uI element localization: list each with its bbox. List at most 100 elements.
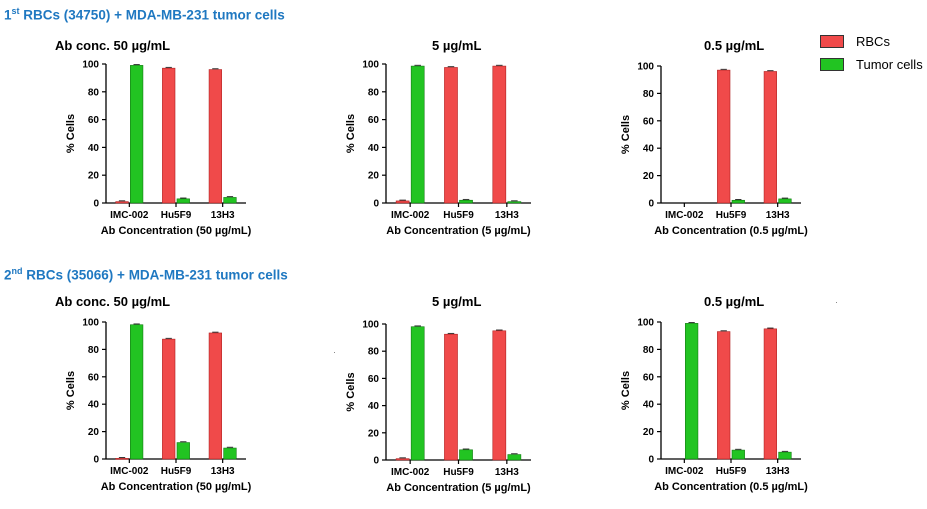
- legend-swatch-rbcs: [820, 35, 844, 48]
- bar-rbcs: [395, 200, 410, 204]
- y-tick-label: 20: [643, 427, 655, 438]
- stray-mark: [334, 352, 335, 353]
- x-axis-title: Ab Concentration (50 µg/mL): [101, 481, 252, 493]
- panel-title-6: 0.5 µg/mL: [704, 294, 765, 309]
- x-axis-title: Ab Concentration (5 µg/mL): [386, 225, 531, 237]
- y-tick-label: 100: [362, 60, 379, 71]
- x-tick-label: 13H3: [766, 466, 790, 477]
- chart-panel-3: % Cells 0 20 40 60 80 100 IMC-002 Hu5F9 13H3 Ab Co…: [620, 62, 808, 238]
- bar-tumor-cells: [130, 65, 144, 204]
- x-tick-label: Hu5F9: [161, 210, 192, 221]
- bar-rbcs: [492, 65, 507, 204]
- panel-title-4: Ab conc. 50 µg/mL: [55, 294, 171, 309]
- stray-mark: [836, 302, 837, 303]
- x-tick-label: IMC-002: [110, 466, 149, 477]
- y-tick-label: 80: [643, 89, 655, 100]
- panel-title-5: 5 µg/mL: [432, 294, 482, 309]
- bar-tumor-cells: [778, 198, 792, 204]
- bar-tumor-cells: [410, 65, 425, 204]
- y-tick-label: 0: [648, 455, 654, 466]
- bar-tumor-cells: [685, 323, 699, 460]
- bar-rbcs: [444, 333, 458, 461]
- y-tick-label: 0: [648, 199, 654, 210]
- y-tick-label: 100: [637, 62, 654, 73]
- y-axis-title: % Cells: [345, 114, 357, 153]
- y-tick-label: 40: [368, 401, 380, 412]
- x-tick-label: Hu5F9: [161, 466, 192, 477]
- x-tick-label: Hu5F9: [716, 210, 747, 221]
- x-tick-label: IMC-002: [665, 466, 704, 477]
- y-tick-label: 0: [373, 199, 379, 210]
- bar-rbcs: [115, 201, 129, 204]
- y-tick-label: 80: [88, 87, 100, 98]
- legend-label-rbcs: RBCs: [856, 34, 890, 49]
- bar-rbcs: [763, 328, 777, 460]
- x-axis-title: Ab Concentration (0.5 µg/mL): [654, 481, 808, 493]
- y-axis-title: % Cells: [620, 371, 632, 410]
- y-tick-label: 100: [362, 320, 379, 331]
- y-tick-label: 20: [368, 428, 380, 439]
- section-title-2: 2nd RBCs (35066) + MDA-MB-231 tumor cell…: [4, 266, 288, 283]
- bar-rbcs: [208, 332, 222, 460]
- y-axis-title: % Cells: [65, 371, 77, 410]
- bar-tumor-cells: [176, 198, 190, 204]
- x-axis-title: Ab Concentration (0.5 µg/mL): [654, 225, 808, 237]
- y-tick-label: 100: [82, 60, 99, 71]
- bar-tumor-cells: [507, 201, 522, 204]
- y-tick-label: 100: [82, 318, 99, 329]
- y-tick-label: 60: [88, 372, 100, 383]
- y-tick-label: 60: [643, 116, 655, 127]
- x-tick-label: 13H3: [766, 210, 790, 221]
- bar-tumor-cells: [223, 447, 237, 460]
- chart-panel-5: % Cells 0 20 40 60 80 100 IMC-002 Hu5F9 13H3 Ab Co…: [345, 320, 531, 495]
- y-tick-label: 100: [637, 318, 654, 329]
- legend-label-tumor-cells: Tumor cells: [856, 57, 923, 72]
- x-axis-title: Ab Concentration (50 µg/mL): [101, 225, 252, 237]
- panel-title-3: 0.5 µg/mL: [704, 38, 765, 53]
- y-tick-label: 60: [88, 115, 100, 126]
- bar-tumor-cells: [459, 449, 473, 461]
- panel-title-2: 5 µg/mL: [432, 38, 482, 53]
- legend-swatch-tumor-cells: [820, 58, 844, 71]
- x-tick-label: Hu5F9: [443, 210, 474, 221]
- bar-tumor-cells: [176, 442, 190, 460]
- bar-rbcs: [162, 67, 176, 204]
- y-tick-label: 0: [93, 199, 99, 210]
- y-tick-label: 60: [368, 374, 380, 385]
- x-tick-label: 13H3: [211, 466, 235, 477]
- bar-tumor-cells: [778, 451, 792, 460]
- y-tick-label: 20: [643, 171, 655, 182]
- y-tick-label: 60: [368, 115, 380, 126]
- bar-rbcs: [444, 67, 458, 204]
- bar-tumor-cells: [410, 326, 425, 461]
- x-tick-label: IMC-002: [110, 210, 149, 221]
- chart-panel-4: % Cells 0 20 40 60 80 100 IMC-002 Hu5F9 13H3 Ab Co…: [65, 318, 252, 494]
- bar-rbcs: [162, 338, 176, 460]
- y-tick-label: 80: [88, 345, 100, 356]
- bar-tumor-cells: [459, 199, 473, 204]
- y-tick-label: 20: [368, 171, 380, 182]
- y-tick-label: 40: [643, 400, 655, 411]
- x-tick-label: Hu5F9: [716, 466, 747, 477]
- y-tick-label: 0: [373, 456, 379, 467]
- x-tick-label: IMC-002: [391, 467, 430, 478]
- bar-rbcs: [763, 71, 777, 204]
- chart-legend: RBCs Tumor cells: [820, 34, 923, 80]
- x-tick-label: 13H3: [211, 210, 235, 221]
- y-tick-label: 40: [88, 400, 100, 411]
- y-axis-title: % Cells: [65, 114, 77, 153]
- bar-tumor-cells: [223, 197, 237, 204]
- section-title-1: 1st RBCs (34750) + MDA-MB-231 tumor cell…: [4, 6, 285, 23]
- x-tick-label: IMC-002: [391, 210, 430, 221]
- x-tick-label: 13H3: [495, 467, 519, 478]
- bar-rbcs: [208, 69, 222, 204]
- y-tick-label: 0: [93, 455, 99, 466]
- x-tick-label: IMC-002: [665, 210, 704, 221]
- y-tick-label: 80: [368, 347, 380, 358]
- x-axis-title: Ab Concentration (5 µg/mL): [386, 482, 531, 494]
- y-tick-label: 40: [643, 144, 655, 155]
- bar-tumor-cells: [731, 199, 745, 204]
- bar-rbcs: [115, 458, 129, 460]
- y-tick-label: 20: [88, 171, 100, 182]
- bar-tumor-cells: [731, 449, 745, 460]
